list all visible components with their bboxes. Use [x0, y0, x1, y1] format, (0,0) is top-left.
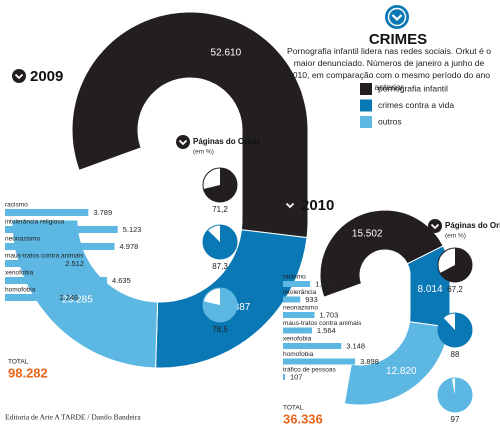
credit: Editoria de Arte A TARDE / Danilo Bandei… — [5, 413, 141, 422]
item-bar — [283, 374, 285, 380]
item-bar — [283, 358, 356, 365]
item-value: 3.148 — [346, 341, 365, 350]
legend-swatch — [360, 99, 372, 112]
item-bar — [283, 327, 312, 334]
legend-swatch — [360, 83, 372, 95]
pie-title: Páginas do Orkut — [445, 221, 500, 230]
item-bar — [283, 296, 301, 303]
item-name: intolerância — [283, 289, 317, 296]
item-name: racismo — [5, 202, 28, 209]
total-label: TOTAL — [8, 359, 29, 366]
year-icon — [283, 198, 297, 212]
s-segment — [71, 11, 309, 239]
s-segment-label: 12.820 — [386, 366, 417, 377]
item-value: 933 — [305, 295, 318, 304]
item-value: 2.248 — [59, 293, 78, 302]
year-chevron — [285, 202, 295, 209]
pie-wedge — [202, 225, 237, 260]
pie-title: Páginas do Orkut — [193, 137, 260, 146]
year-icon — [428, 219, 442, 233]
s-segment-label: 23.285 — [62, 295, 93, 306]
item-bar — [283, 312, 315, 318]
legend-label: crimes contra a vida — [378, 100, 454, 110]
description: Pornografia infantil lidera nas redes so… — [287, 46, 491, 92]
item-value: 1.564 — [317, 326, 336, 335]
total-value: 98.282 — [8, 365, 48, 380]
year-icon — [176, 135, 190, 149]
s-segment — [11, 219, 159, 369]
pie-label: 71,2 — [212, 205, 228, 214]
item-value: 1.467 — [315, 279, 334, 288]
header-chevron — [391, 14, 403, 22]
pie-wedge — [437, 313, 472, 347]
pie-label: 67,2 — [447, 285, 463, 294]
item-name: maus-tratos contra animais — [5, 253, 84, 260]
item-name: xenofobia — [5, 270, 34, 277]
year-icon — [12, 69, 26, 83]
item-bar — [5, 277, 107, 284]
item-name: xenofobia — [283, 336, 312, 343]
item-value: 3.789 — [93, 208, 112, 217]
item-name: neonazismo — [283, 305, 318, 312]
pie-label: 88 — [451, 350, 460, 359]
item-bar — [283, 281, 311, 287]
item-bar — [283, 343, 342, 349]
item-value: 5.123 — [123, 225, 142, 234]
item-bar — [5, 209, 89, 216]
item-name: homofobia — [283, 351, 314, 358]
item-name: tráfico de pessoas — [283, 367, 337, 374]
year-label: 2010 — [301, 197, 334, 214]
total-value: 36.336 — [283, 411, 323, 426]
pie-wedge — [437, 378, 472, 412]
item-bar — [5, 243, 115, 250]
item-name: homofobia — [5, 287, 36, 294]
item-bar — [5, 294, 55, 301]
item-name: neonazismo — [5, 236, 40, 243]
legend-label: pornografia infantil — [378, 83, 448, 93]
item-value: 3.898 — [360, 357, 379, 366]
item-name: racismo — [283, 274, 306, 281]
item-bar — [5, 260, 61, 267]
pie-wedge — [203, 288, 238, 322]
legend-swatch — [360, 116, 372, 128]
item-value: 1.703 — [320, 310, 339, 319]
item-name: maus-tratos contra animais — [283, 320, 362, 327]
s-segment-label: 15.502 — [352, 228, 383, 239]
header-icon-ring — [387, 7, 407, 27]
item-value: 2.512 — [65, 259, 84, 268]
title: CRIMES — [369, 31, 427, 48]
s-segment-label: 52.610 — [211, 48, 242, 59]
legend-label: outros — [378, 116, 402, 126]
item-name: intolerância religiosa — [5, 219, 65, 226]
pie-unit: (em %) — [445, 233, 466, 240]
item-value: 4.635 — [112, 276, 131, 285]
pie-label: 87,3 — [212, 262, 228, 271]
pie-label: 78,5 — [212, 325, 228, 334]
s-segment-label: 8.014 — [417, 284, 442, 295]
year-chevron — [14, 73, 24, 80]
pie-unit: (em %) — [193, 149, 214, 156]
year-chevron — [430, 223, 440, 230]
year-label: 2009 — [30, 68, 63, 85]
pie-wedge — [203, 168, 237, 202]
item-value: 107 — [290, 372, 303, 381]
pie-wedge — [440, 248, 472, 282]
year-chevron — [178, 139, 188, 146]
pie-label: 97 — [451, 415, 460, 424]
item-value: 4.978 — [120, 242, 139, 251]
item-bar — [5, 226, 118, 233]
total-label: TOTAL — [283, 405, 304, 412]
